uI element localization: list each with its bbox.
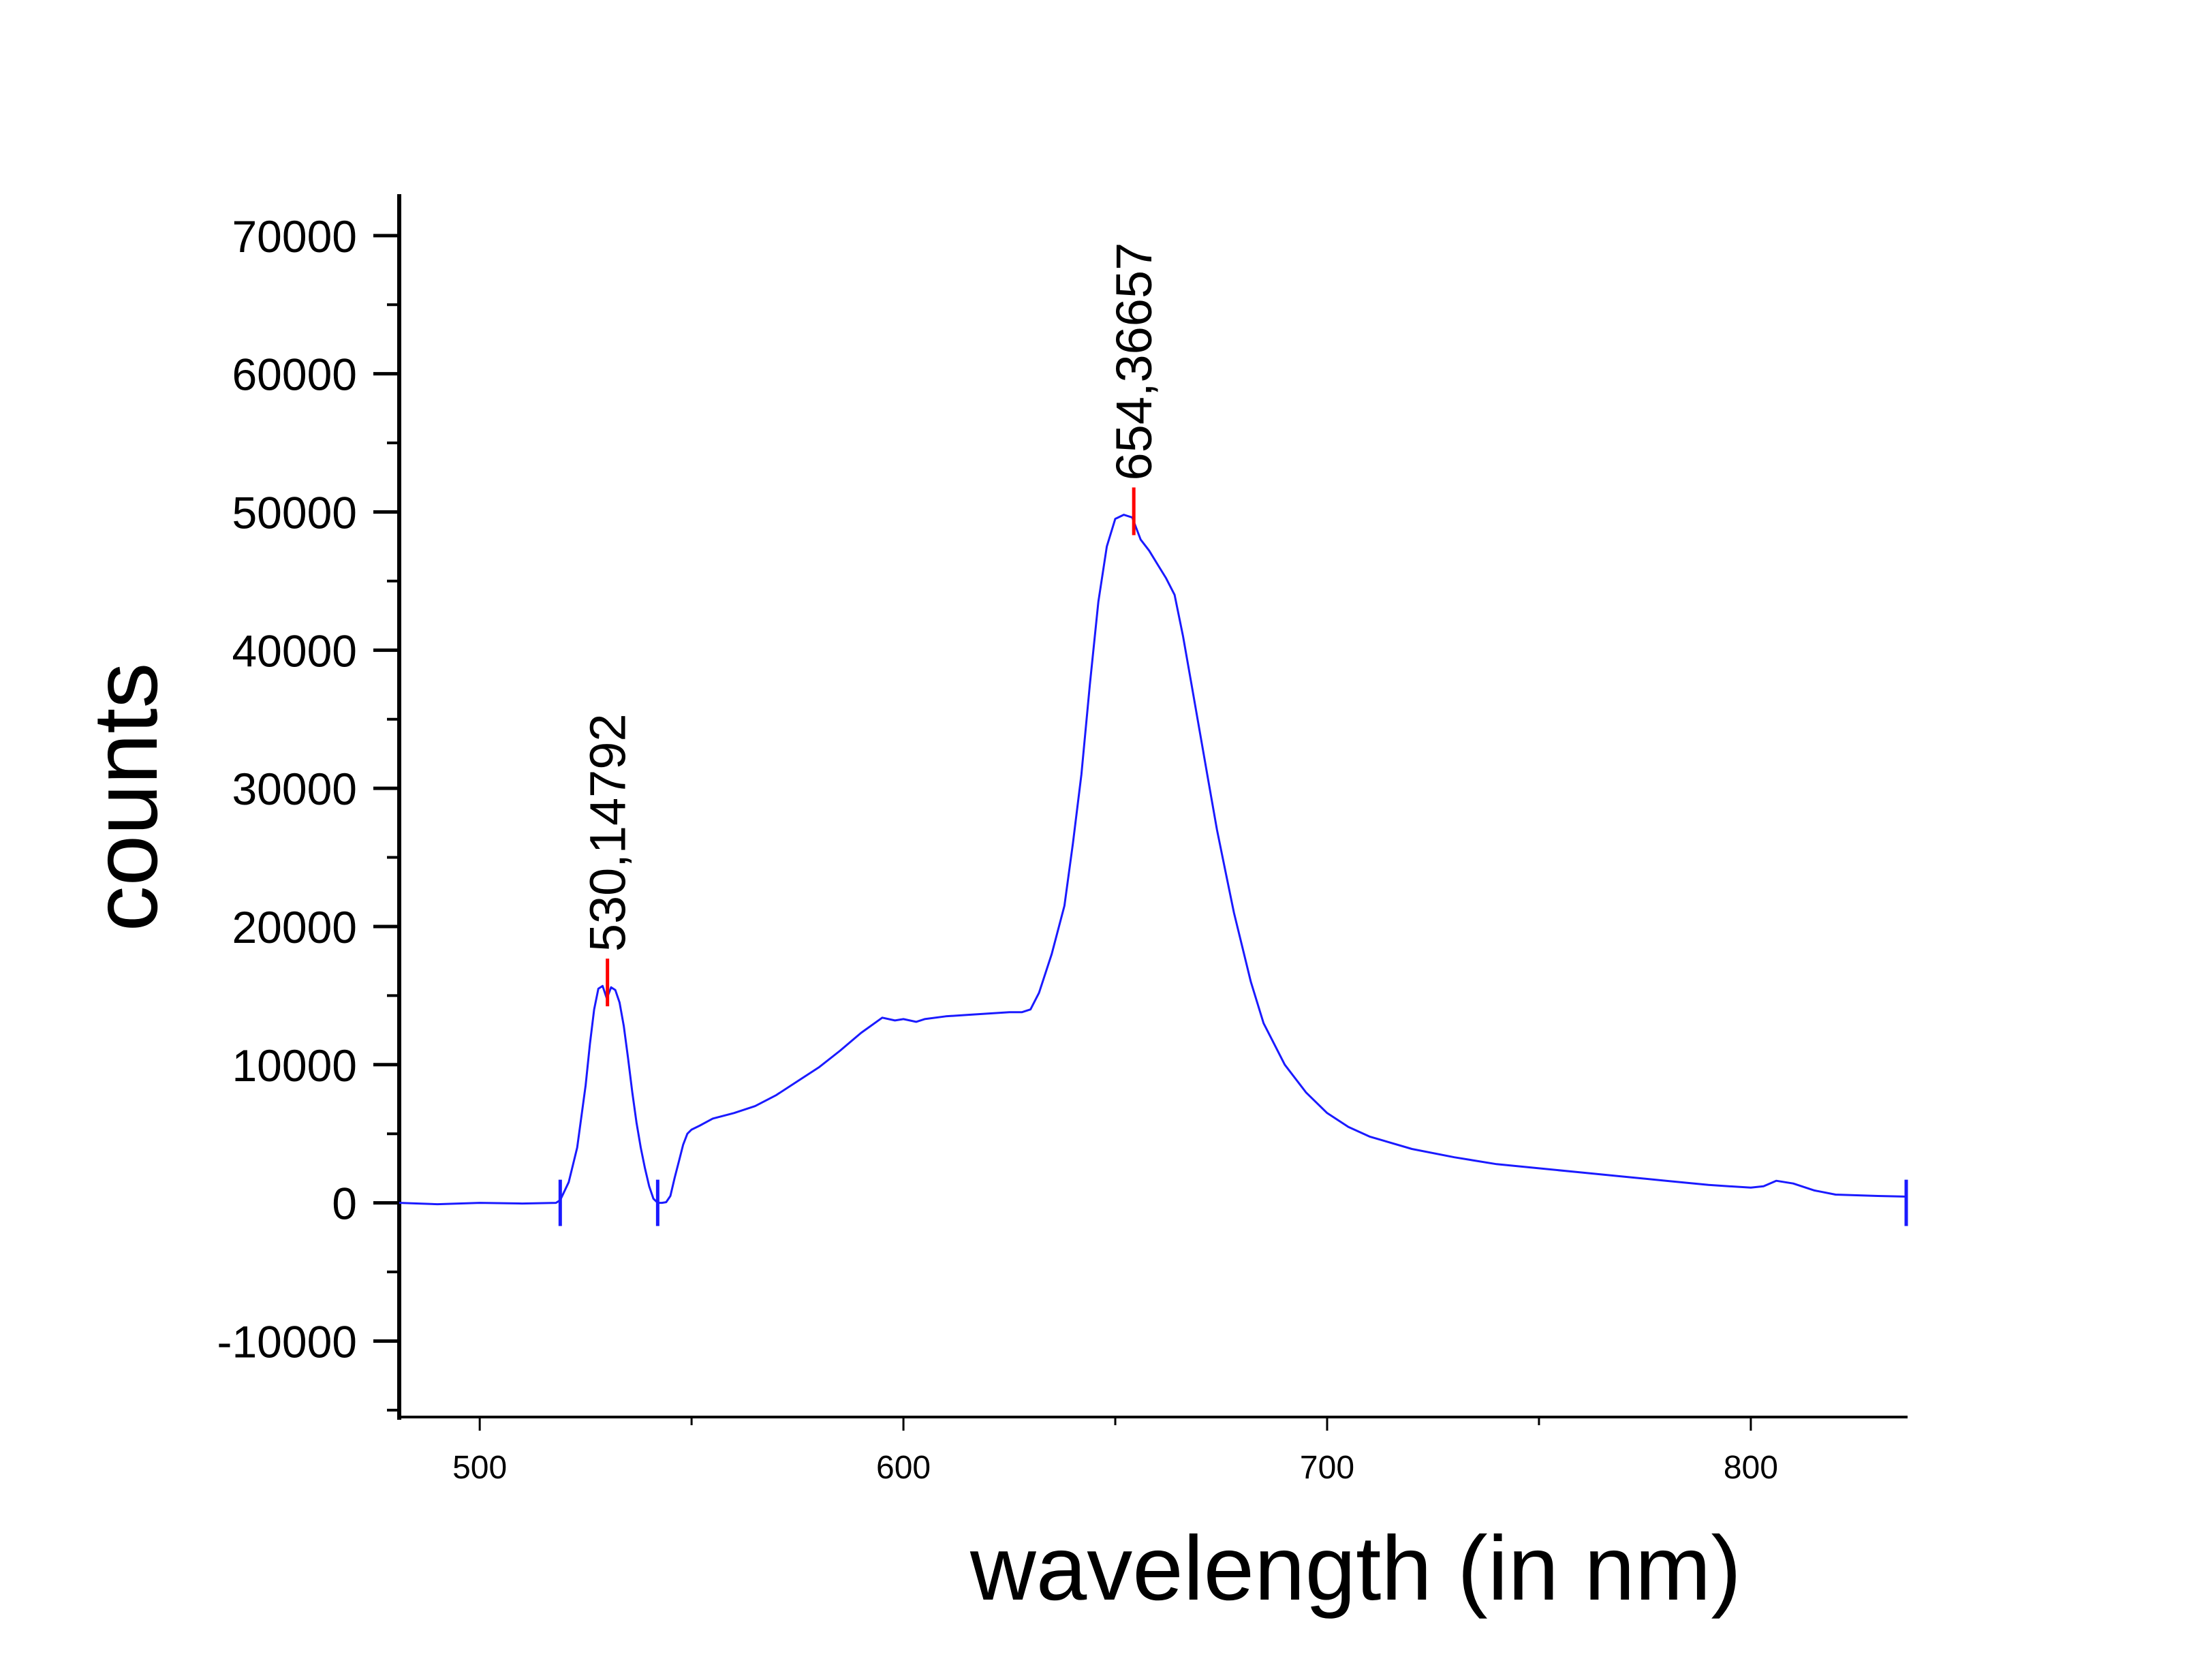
y-tick-label: 40000: [232, 625, 357, 676]
ticks: -10000 0 10000 20000 30000 40000 50000 60000 700…: [217, 211, 1777, 1486]
peak-label: 530,14792: [580, 713, 636, 952]
y-tick-label: 0: [332, 1179, 357, 1229]
y-tick-label: 60000: [232, 349, 357, 400]
y-tick-label: 50000: [232, 487, 357, 538]
y-tick-label: 70000: [232, 211, 357, 262]
y-axis-title: counts: [75, 663, 176, 932]
series-layer: [399, 514, 1908, 1206]
x-tick-label: 500: [452, 1450, 507, 1486]
y-tick-label: -10000: [217, 1316, 357, 1367]
y-tick-label: 10000: [232, 1040, 357, 1091]
markers-layer: 530,14792 654,36657: [558, 243, 1908, 1226]
y-tick-label: 20000: [232, 902, 357, 952]
x-tick-label: 600: [876, 1450, 931, 1486]
y-tick-label: 30000: [232, 764, 357, 814]
peak-label: 654,36657: [1106, 243, 1162, 481]
x-tick-label: 800: [1724, 1450, 1778, 1486]
x-axis-title: wavelength (in nm): [969, 1518, 1741, 1619]
x-tick-label: 700: [1300, 1450, 1354, 1486]
axes: [397, 194, 1908, 1420]
series-line: [399, 514, 1908, 1206]
